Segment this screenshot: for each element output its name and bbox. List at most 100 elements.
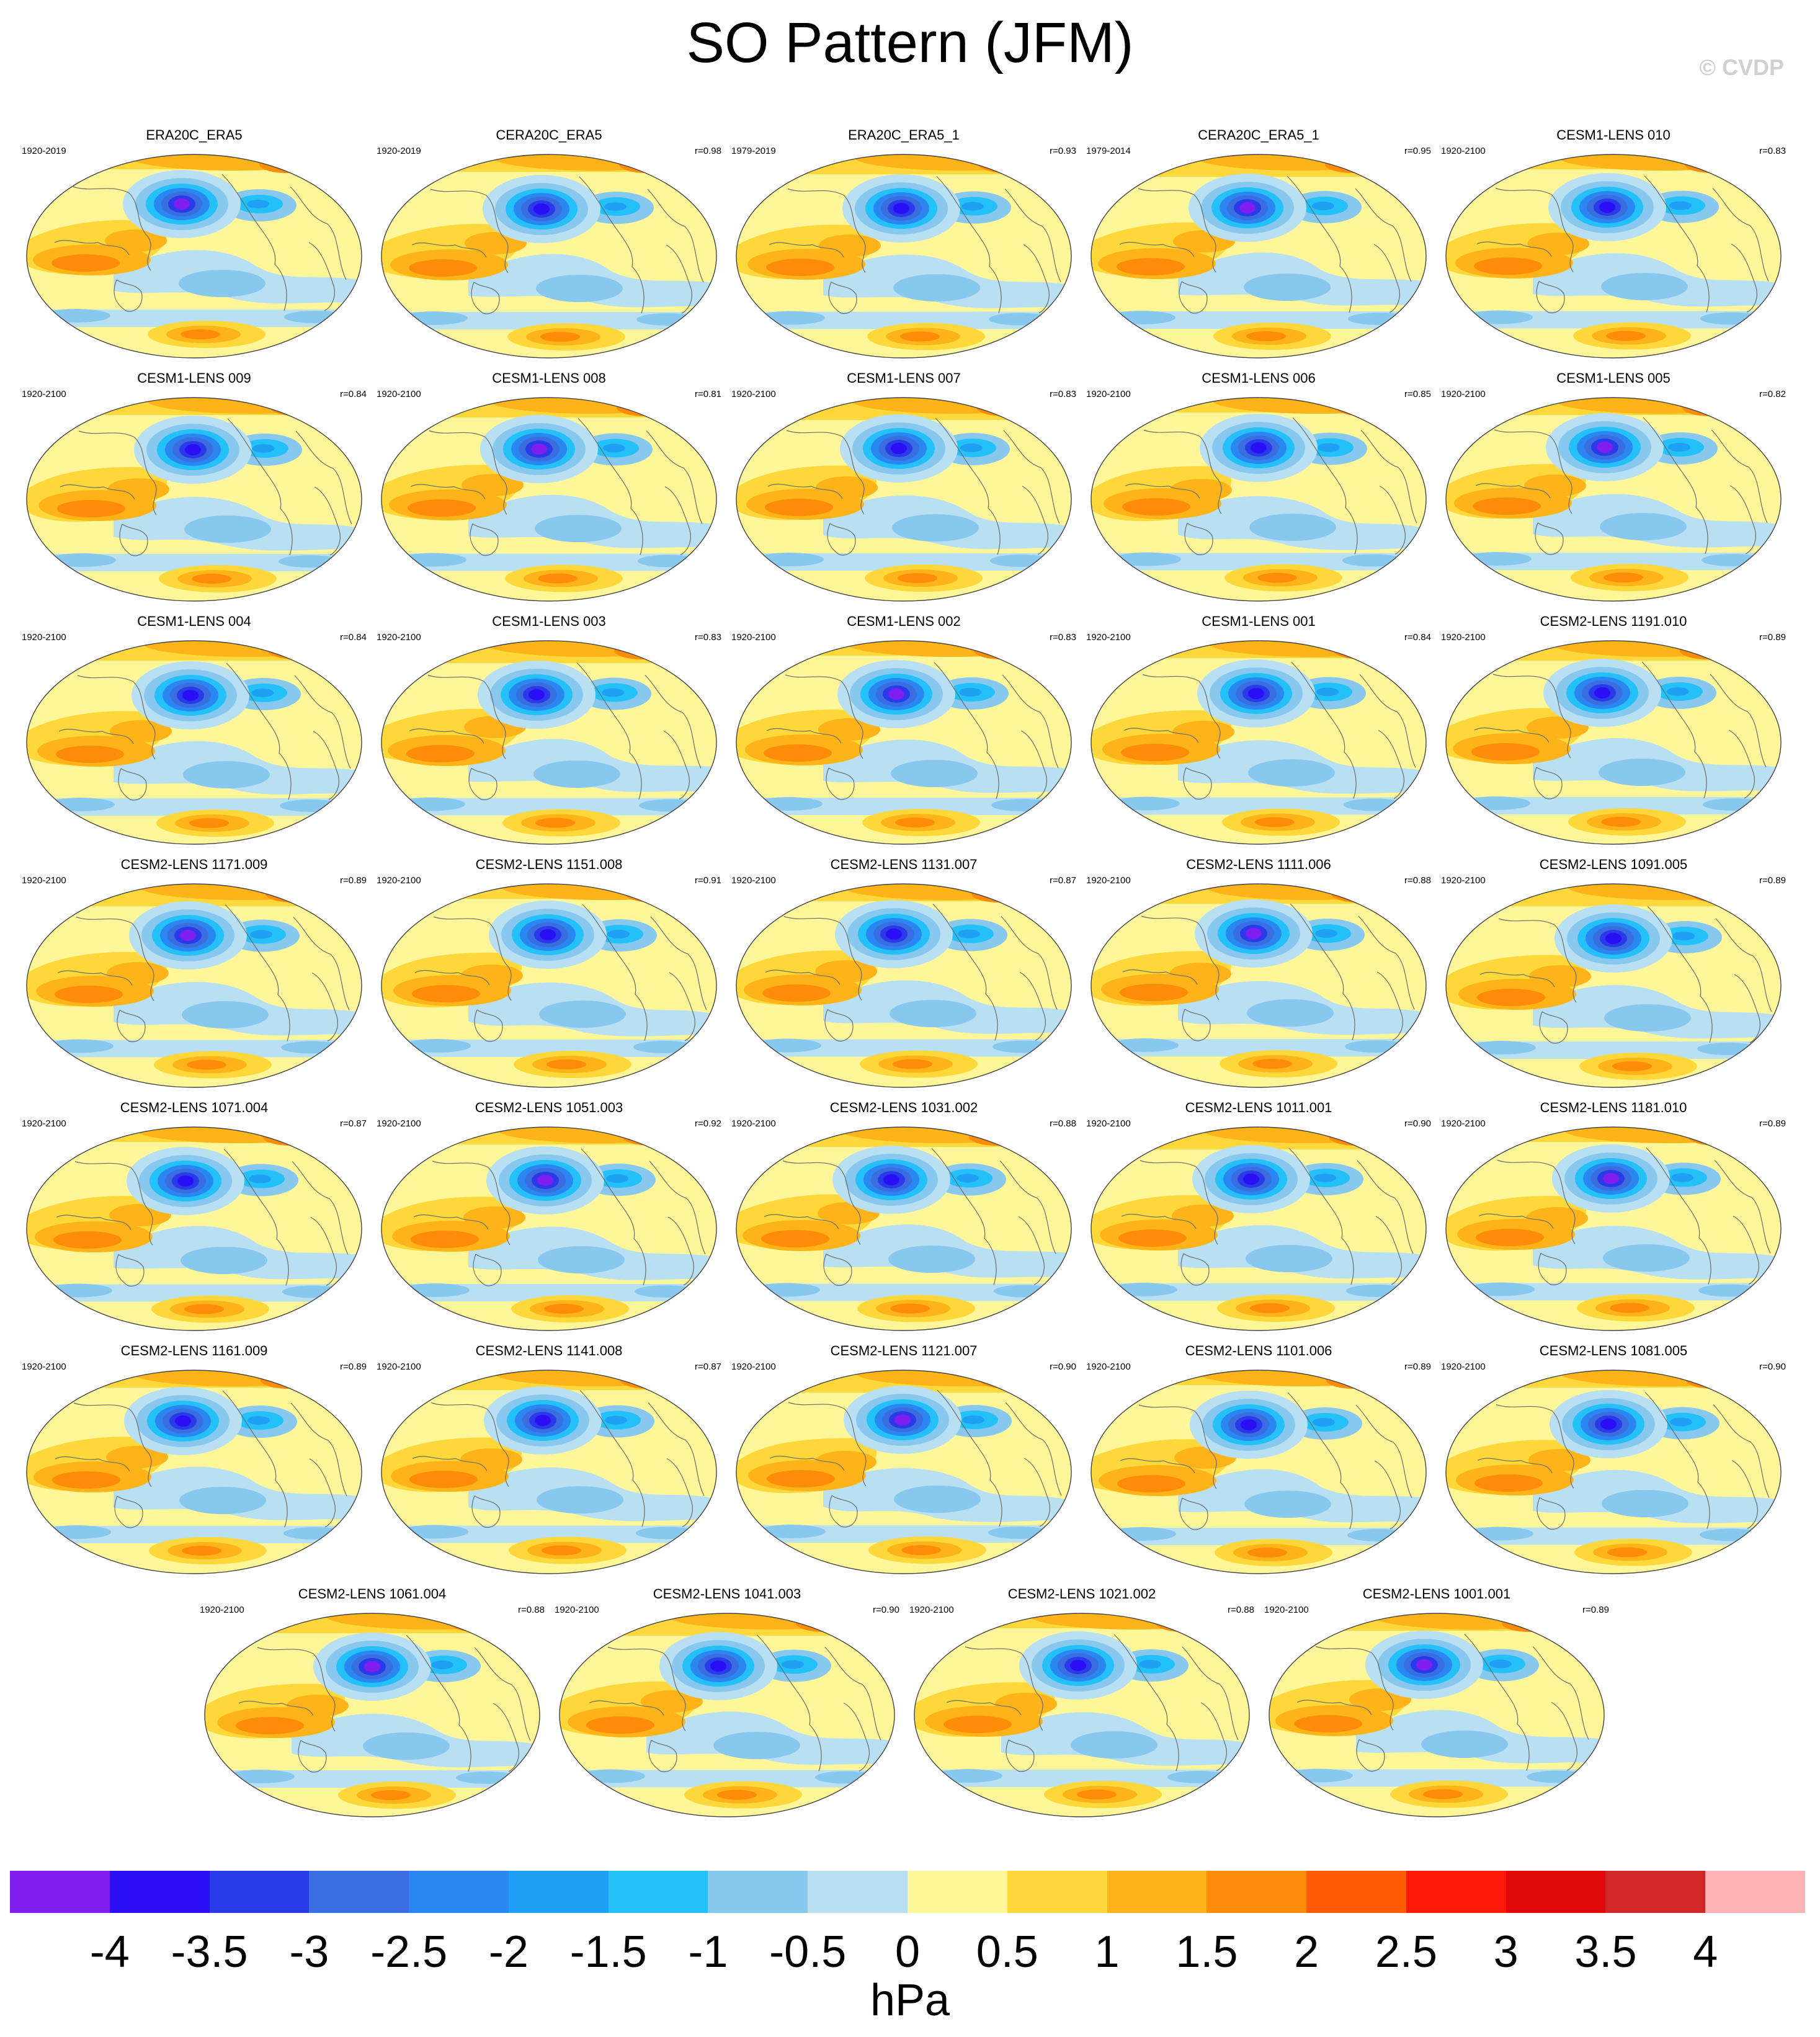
sea-level-pressure-map: [26, 640, 362, 845]
panel-years: 1920-2100: [1086, 1118, 1131, 1129]
panel-correlation: r=0.90: [1050, 1362, 1076, 1372]
panel-correlation: r=0.85: [1404, 389, 1431, 399]
panel-years: 1920-2100: [555, 1605, 599, 1615]
panel-title: CESM2-LENS 1041.003: [653, 1586, 801, 1602]
panel-correlation: r=0.87: [340, 1118, 367, 1129]
panel-years: 1920-2100: [22, 632, 66, 643]
sea-level-pressure-map: [736, 397, 1072, 602]
panel-years: 1979-2014: [1086, 146, 1131, 156]
sea-level-pressure-map: [204, 1613, 540, 1817]
panel-title: CESM2-LENS 1131.007: [830, 857, 978, 872]
panel-correlation: r=0.93: [1050, 146, 1076, 156]
sea-level-pressure-map: [381, 1126, 717, 1331]
panel-correlation: r=0.84: [340, 389, 367, 399]
panel-correlation: r=0.89: [1404, 1362, 1431, 1372]
panel-correlation: r=0.89: [1759, 875, 1786, 886]
panel-title: CESM2-LENS 1151.008: [475, 857, 623, 872]
panel-years: 1920-2100: [22, 1118, 66, 1129]
panel-correlation: r=0.87: [695, 1362, 721, 1372]
panel-years: 1920-2100: [1264, 1605, 1309, 1615]
colorbar-swatch: [608, 1871, 708, 1913]
map-panel: CESM2-LENS 1131.007 1920-2100 r=0.87: [730, 857, 1077, 1092]
sea-level-pressure-map: [1445, 640, 1782, 845]
colorbar-swatch: [1506, 1871, 1606, 1913]
sea-level-pressure-map: [736, 640, 1072, 845]
map-panel: CESM2-LENS 1111.006 1920-2100 r=0.88: [1085, 857, 1432, 1092]
panel-years: 1920-2100: [1441, 1118, 1486, 1129]
panel-correlation: r=0.89: [1759, 1118, 1786, 1129]
panel-title: CESM2-LENS 1111.006: [1186, 857, 1331, 872]
map-panel: CESM2-LENS 1031.002 1920-2100 r=0.88: [730, 1100, 1077, 1335]
colorbar-swatch: [1705, 1871, 1806, 1913]
sea-level-pressure-map: [1445, 883, 1782, 1088]
panel-title: CESM1-LENS 007: [847, 370, 961, 386]
panel-years: 1920-2100: [909, 1605, 954, 1615]
colorbar-swatch: [708, 1871, 808, 1913]
sea-level-pressure-map: [1091, 1126, 1427, 1331]
colorbar-swatch: [1207, 1871, 1307, 1913]
panel-years: 1920-2100: [1086, 1362, 1131, 1372]
panel-title: CESM2-LENS 1021.002: [1007, 1586, 1156, 1602]
sea-level-pressure-map: [736, 1126, 1072, 1331]
panel-title: ERA20C_ERA5_1: [848, 127, 960, 143]
panel-correlation: r=0.88: [518, 1605, 545, 1615]
sea-level-pressure-map: [1091, 1370, 1427, 1574]
colorbar-tick-label: -1: [688, 1927, 728, 1977]
panel-correlation: r=0.83: [1050, 632, 1076, 643]
panel-correlation: r=0.83: [1050, 389, 1076, 399]
sea-level-pressure-map: [381, 397, 717, 602]
map-panel: CESM1-LENS 004 1920-2100 r=0.84: [20, 613, 368, 849]
panel-years: 1920-2100: [1441, 632, 1486, 643]
panel-title: CESM2-LENS 1191.010: [1540, 613, 1687, 629]
map-panel: CESM2-LENS 1151.008 1920-2100 r=0.91: [375, 857, 723, 1092]
panel-correlation: r=0.91: [695, 875, 721, 886]
colorbar-swatch: [908, 1871, 1008, 1913]
colorbar-tick-label: -4: [89, 1927, 130, 1977]
sea-level-pressure-map: [26, 397, 362, 602]
sea-level-pressure-map: [381, 154, 717, 359]
panel-years: 1920-2019: [22, 146, 66, 156]
panel-correlation: r=0.89: [1582, 1605, 1609, 1615]
map-panel: CESM2-LENS 1071.004 1920-2100 r=0.87: [20, 1100, 368, 1335]
sea-level-pressure-map: [559, 1613, 895, 1817]
panel-years: 1920-2100: [200, 1605, 244, 1615]
map-panel: CESM2-LENS 1171.009 1920-2100 r=0.89: [20, 857, 368, 1092]
sea-level-pressure-map: [736, 154, 1072, 359]
panel-correlation: r=0.82: [1759, 389, 1786, 399]
panel-title: CESM1-LENS 003: [492, 613, 606, 629]
map-panel: CESM2-LENS 1121.007 1920-2100 r=0.90: [730, 1343, 1077, 1579]
sea-level-pressure-map: [381, 883, 717, 1088]
panel-years: 1920-2100: [731, 389, 776, 399]
panel-correlation: r=0.89: [340, 1362, 367, 1372]
colorbar-tick-label: 2.5: [1375, 1927, 1437, 1977]
map-panel: CESM2-LENS 1041.003 1920-2100 r=0.90: [553, 1586, 901, 1822]
panel-title: CESM2-LENS 1061.004: [298, 1586, 447, 1602]
panel-correlation: r=0.88: [1050, 1118, 1076, 1129]
colorbar-swatch: [1306, 1871, 1407, 1913]
map-panel: CERA20C_ERA5 1920-2019 r=0.98: [375, 127, 723, 363]
panel-title: CESM2-LENS 1181.010: [1540, 1100, 1687, 1115]
colorbar-tick-label: -0.5: [769, 1927, 847, 1977]
colorbar-swatch: [109, 1871, 210, 1913]
map-panel: ERA20C_ERA5 1920-2019: [20, 127, 368, 363]
map-panel: CESM2-LENS 1101.006 1920-2100 r=0.89: [1085, 1343, 1432, 1579]
sea-level-pressure-map: [26, 154, 362, 359]
sea-level-pressure-map: [1091, 883, 1427, 1088]
panel-correlation: r=0.92: [695, 1118, 721, 1129]
map-panel: CERA20C_ERA5_1 1979-2014 r=0.95: [1085, 127, 1432, 363]
colorbar-tick-label: 4: [1693, 1927, 1718, 1977]
panel-title: CESM1-LENS 009: [137, 370, 251, 386]
map-panel: CESM2-LENS 1021.002 1920-2100 r=0.88: [908, 1586, 1256, 1822]
page-title: SO Pattern (JFM): [686, 11, 1134, 74]
panel-title: ERA20C_ERA5: [146, 127, 243, 143]
sea-level-pressure-map: [736, 1370, 1072, 1574]
sea-level-pressure-map: [26, 883, 362, 1088]
panel-title: CESM2-LENS 1081.005: [1539, 1343, 1688, 1358]
panel-years: 1920-2100: [1441, 146, 1486, 156]
panel-title: CERA20C_ERA5_1: [1198, 127, 1319, 143]
panel-correlation: r=0.83: [695, 632, 721, 643]
panel-years: 1920-2100: [22, 389, 66, 399]
map-panel: CESM1-LENS 002 1920-2100 r=0.83: [730, 613, 1077, 849]
panel-title: CESM2-LENS 1121.007: [830, 1343, 978, 1358]
colorbar-tick-label: 1: [1094, 1927, 1120, 1977]
